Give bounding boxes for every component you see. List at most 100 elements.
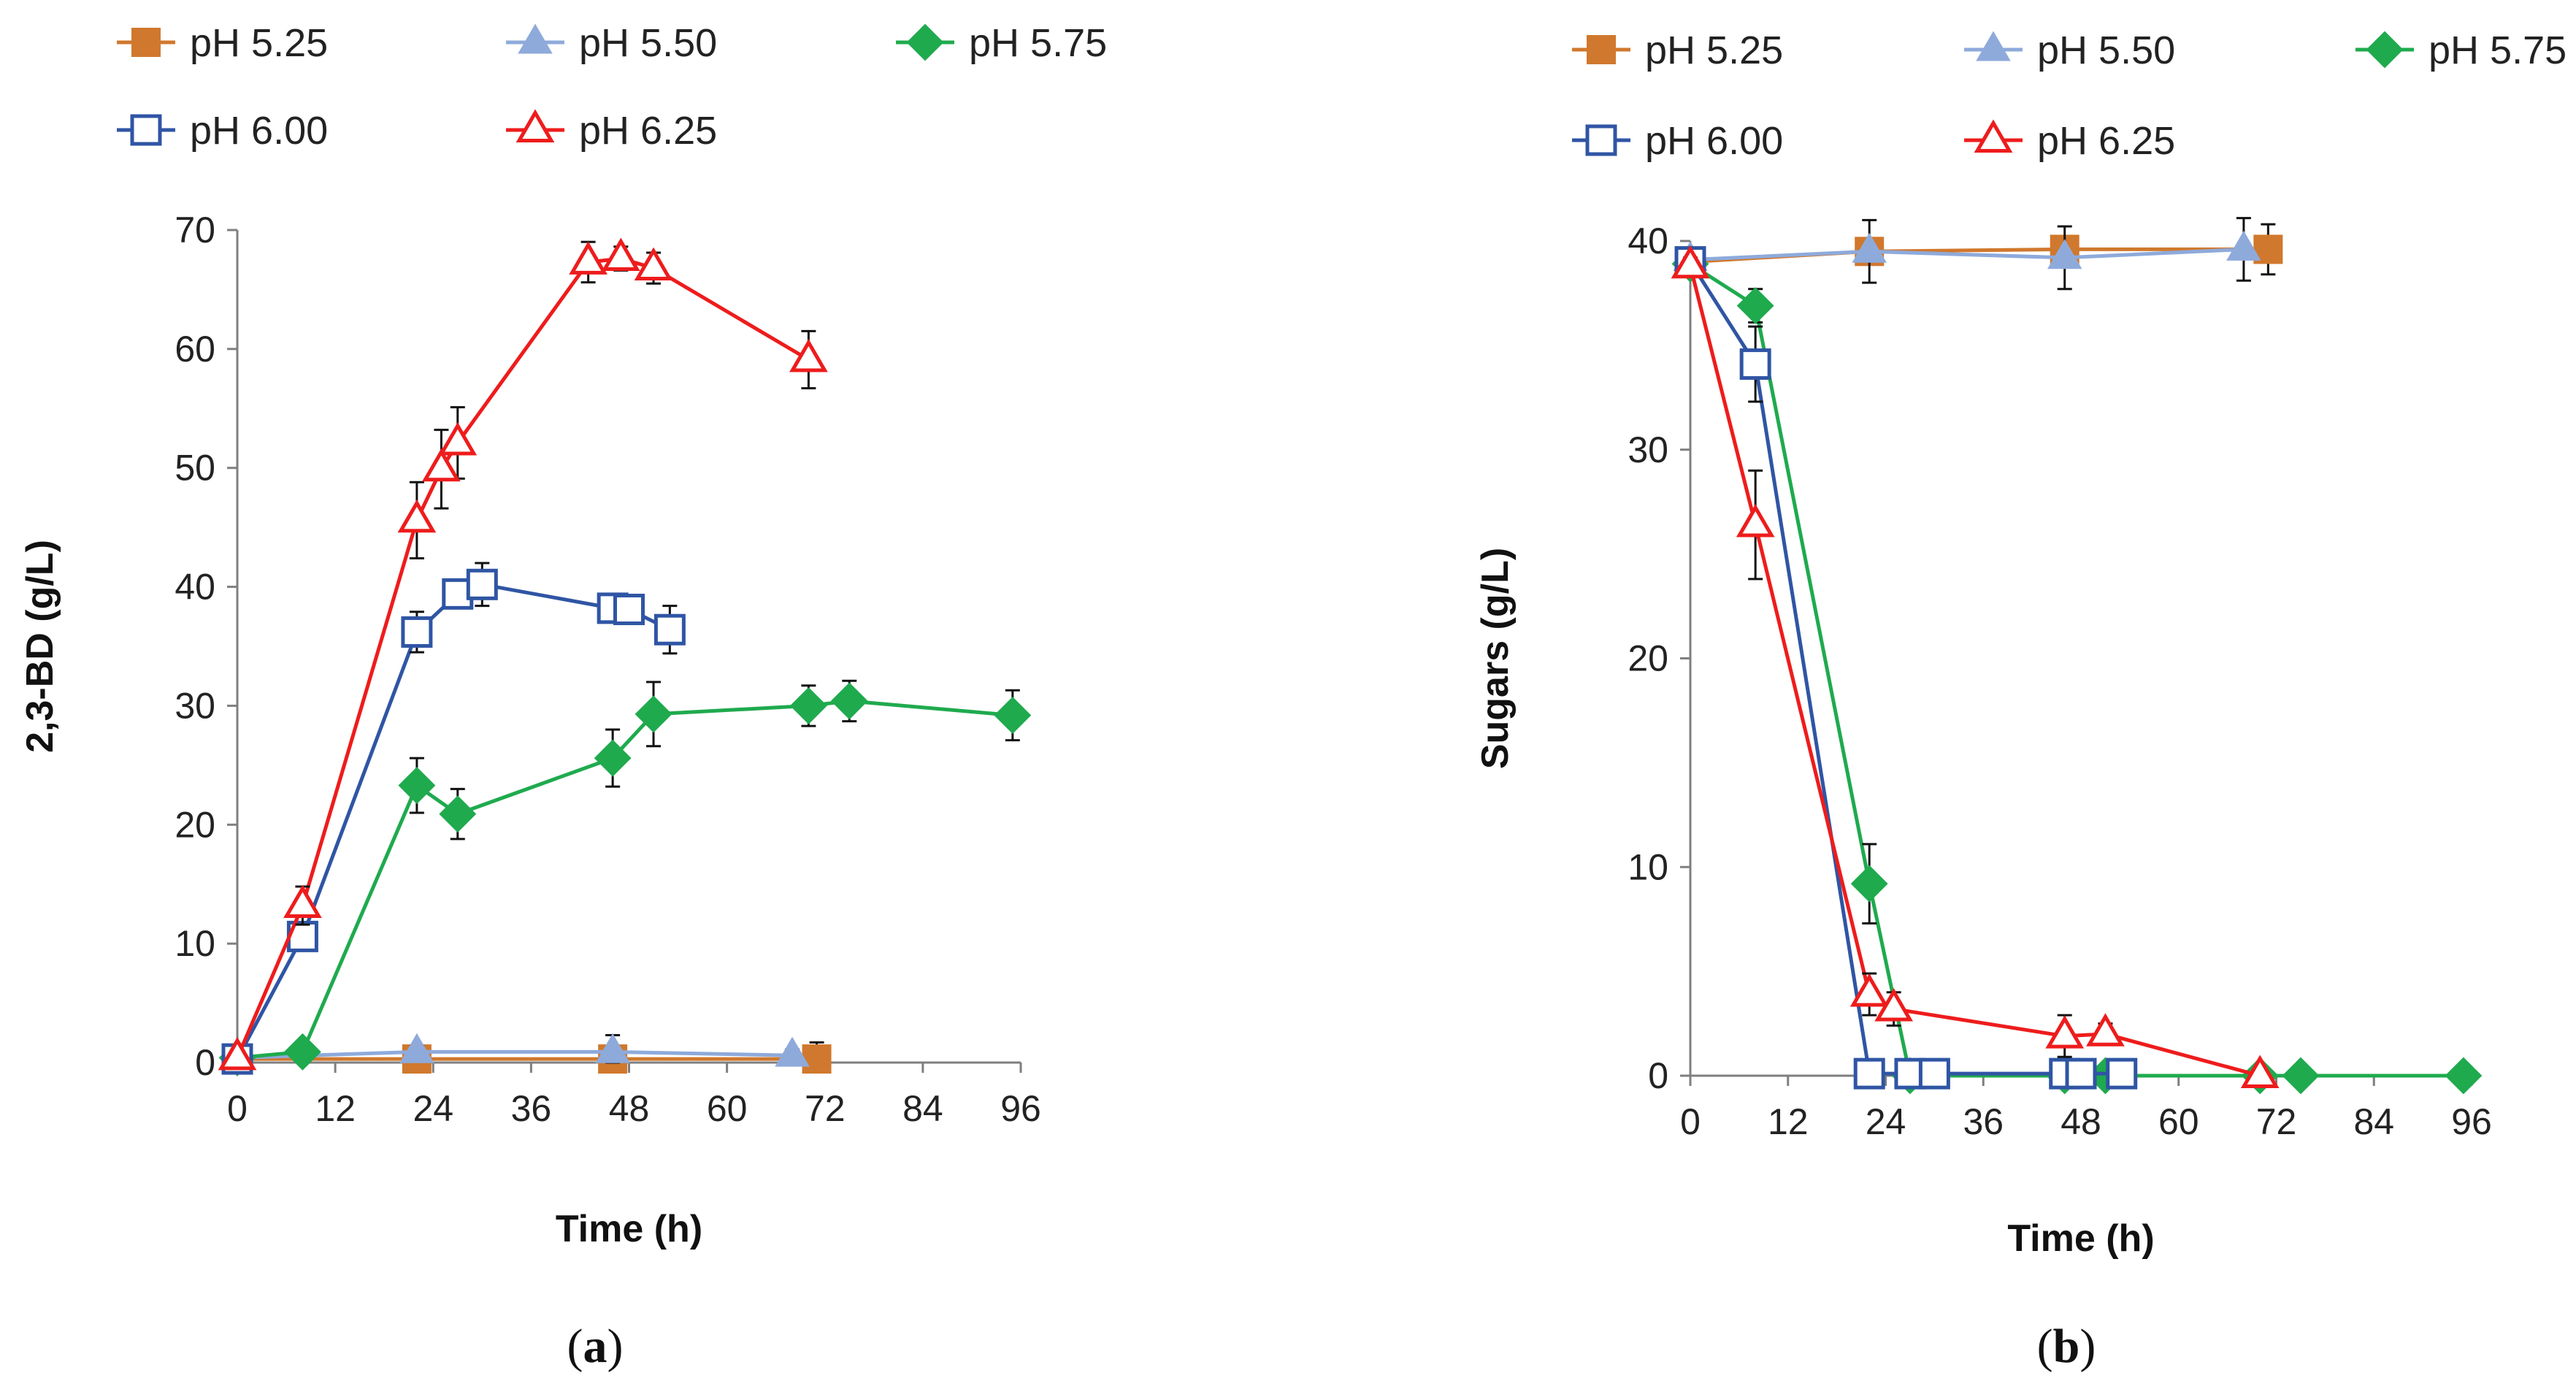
series-ph-6-25 — [218, 237, 828, 1071]
data-point — [601, 237, 640, 272]
legend-swatch-marker — [1974, 119, 2013, 153]
data-point — [994, 697, 1032, 734]
y-axis-title: 2,3-BD (g/L) — [19, 540, 61, 753]
legend-label: pH 5.25 — [190, 21, 328, 65]
y-tick-label: 20 — [175, 804, 215, 845]
data-point — [802, 1044, 832, 1074]
y-axis-title: Sugars (g/L) — [1474, 548, 1517, 769]
data-point — [398, 767, 436, 804]
x-tick-label: 84 — [2353, 1101, 2394, 1142]
series-ph-6-25 — [1671, 245, 2280, 1088]
caption-a: (a) — [567, 1320, 624, 1373]
data-point — [635, 695, 672, 733]
legend-label: pH 5.50 — [579, 21, 717, 65]
y-tick-label: 40 — [175, 567, 215, 608]
y-tick-label: 40 — [1628, 221, 1668, 261]
data-point — [284, 1033, 321, 1071]
data-point — [2240, 1055, 2280, 1088]
legend-entry: pH 6.00 — [1572, 119, 1783, 163]
legend-entry: pH 6.25 — [506, 109, 717, 153]
x-tick-label: 60 — [707, 1088, 748, 1129]
legend-entry: pH 5.25 — [117, 21, 328, 65]
data-point — [1849, 973, 1889, 1007]
x-tick-label: 0 — [1680, 1101, 1701, 1142]
x-tick-label: 24 — [1866, 1101, 1906, 1142]
series-line — [1690, 247, 2245, 262]
data-point — [2282, 1057, 2320, 1095]
data-point — [653, 613, 686, 646]
y-tick-label: 30 — [1628, 429, 1668, 470]
legend-label: pH 6.00 — [190, 109, 328, 153]
series-ph-5-75 — [1671, 245, 2483, 1095]
series-ph-5-75 — [218, 679, 1032, 1076]
legend-swatch-marker — [518, 23, 553, 54]
x-tick-label: 96 — [2451, 1101, 2492, 1142]
y-tick-label: 0 — [1648, 1055, 1668, 1096]
legend-swatch-marker — [130, 114, 162, 146]
data-point — [1852, 232, 1887, 263]
legend-entry: pH 6.00 — [117, 109, 328, 153]
data-point — [634, 247, 673, 281]
data-point — [2106, 1057, 2138, 1090]
legend-label: pH 6.25 — [2037, 119, 2175, 163]
legend-entry: pH 5.50 — [506, 21, 717, 65]
y-tick-label: 10 — [1628, 846, 1668, 887]
legend-swatch-marker — [906, 23, 944, 61]
data-point — [1736, 287, 1774, 324]
data-point — [399, 1033, 434, 1063]
series-line — [237, 1049, 793, 1060]
x-tick-label: 48 — [609, 1088, 650, 1129]
legend-entry: pH 5.50 — [1964, 28, 2175, 72]
x-tick-label: 60 — [2158, 1101, 2199, 1142]
legend-swatch-marker — [2366, 31, 2404, 69]
series-line — [235, 256, 810, 1059]
y-tick-label: 30 — [175, 685, 215, 726]
data-point — [2045, 1015, 2085, 1049]
data-point — [439, 795, 477, 833]
y-tick-label: 0 — [195, 1042, 215, 1083]
y-tick-label: 60 — [175, 329, 215, 370]
series-ph-5-50 — [1673, 217, 2261, 291]
legend-label: pH 5.75 — [969, 21, 1107, 65]
data-point — [218, 1036, 257, 1071]
data-point — [1736, 504, 1775, 537]
x-tick-label: 48 — [2061, 1101, 2101, 1142]
legend-swatch-marker — [1585, 124, 1617, 156]
legend-entry: pH 5.75 — [2355, 28, 2567, 72]
data-point — [466, 568, 498, 600]
x-tick-label: 84 — [902, 1088, 943, 1129]
y-tick-label: 50 — [175, 448, 215, 489]
data-point — [1853, 1057, 1885, 1090]
x-tick-label: 36 — [511, 1088, 552, 1129]
legend-label: pH 6.25 — [579, 109, 717, 153]
y-tick-label: 20 — [1628, 638, 1668, 679]
caption-b: (b) — [2037, 1320, 2096, 1373]
data-point — [1739, 348, 1771, 380]
data-point — [1874, 988, 1913, 1022]
series-ph-6-00 — [221, 562, 686, 1075]
data-point — [2445, 1057, 2483, 1095]
data-point — [613, 594, 645, 626]
data-point — [1850, 865, 1888, 903]
series-line — [1688, 265, 2261, 1078]
legend-entry: pH 5.25 — [1572, 28, 1783, 72]
data-point — [789, 687, 827, 724]
data-point — [2226, 230, 2261, 261]
data-point — [595, 1033, 630, 1063]
data-point — [569, 241, 607, 275]
data-point — [2047, 239, 2082, 269]
x-tick-label: 0 — [227, 1088, 248, 1129]
data-point — [830, 682, 868, 720]
captions: (a) (b) — [567, 1320, 2096, 1373]
data-point — [397, 499, 437, 533]
x-axis-title: Time (h) — [2007, 1217, 2154, 1260]
legend-entry: pH 6.25 — [1964, 119, 2175, 163]
data-point — [2065, 1057, 2097, 1090]
data-point — [422, 448, 461, 482]
x-tick-label: 96 — [1000, 1088, 1041, 1129]
data-point — [401, 616, 433, 648]
legend-label: pH 5.50 — [2037, 28, 2175, 72]
legend-swatch-marker — [1587, 35, 1616, 64]
chart-b: 0 12 24 36 48 60 72 84 96 0 10 20 30 40 Time (h) Sugars… — [1474, 28, 2567, 1260]
legend-entry: pH 5.75 — [896, 21, 1107, 65]
